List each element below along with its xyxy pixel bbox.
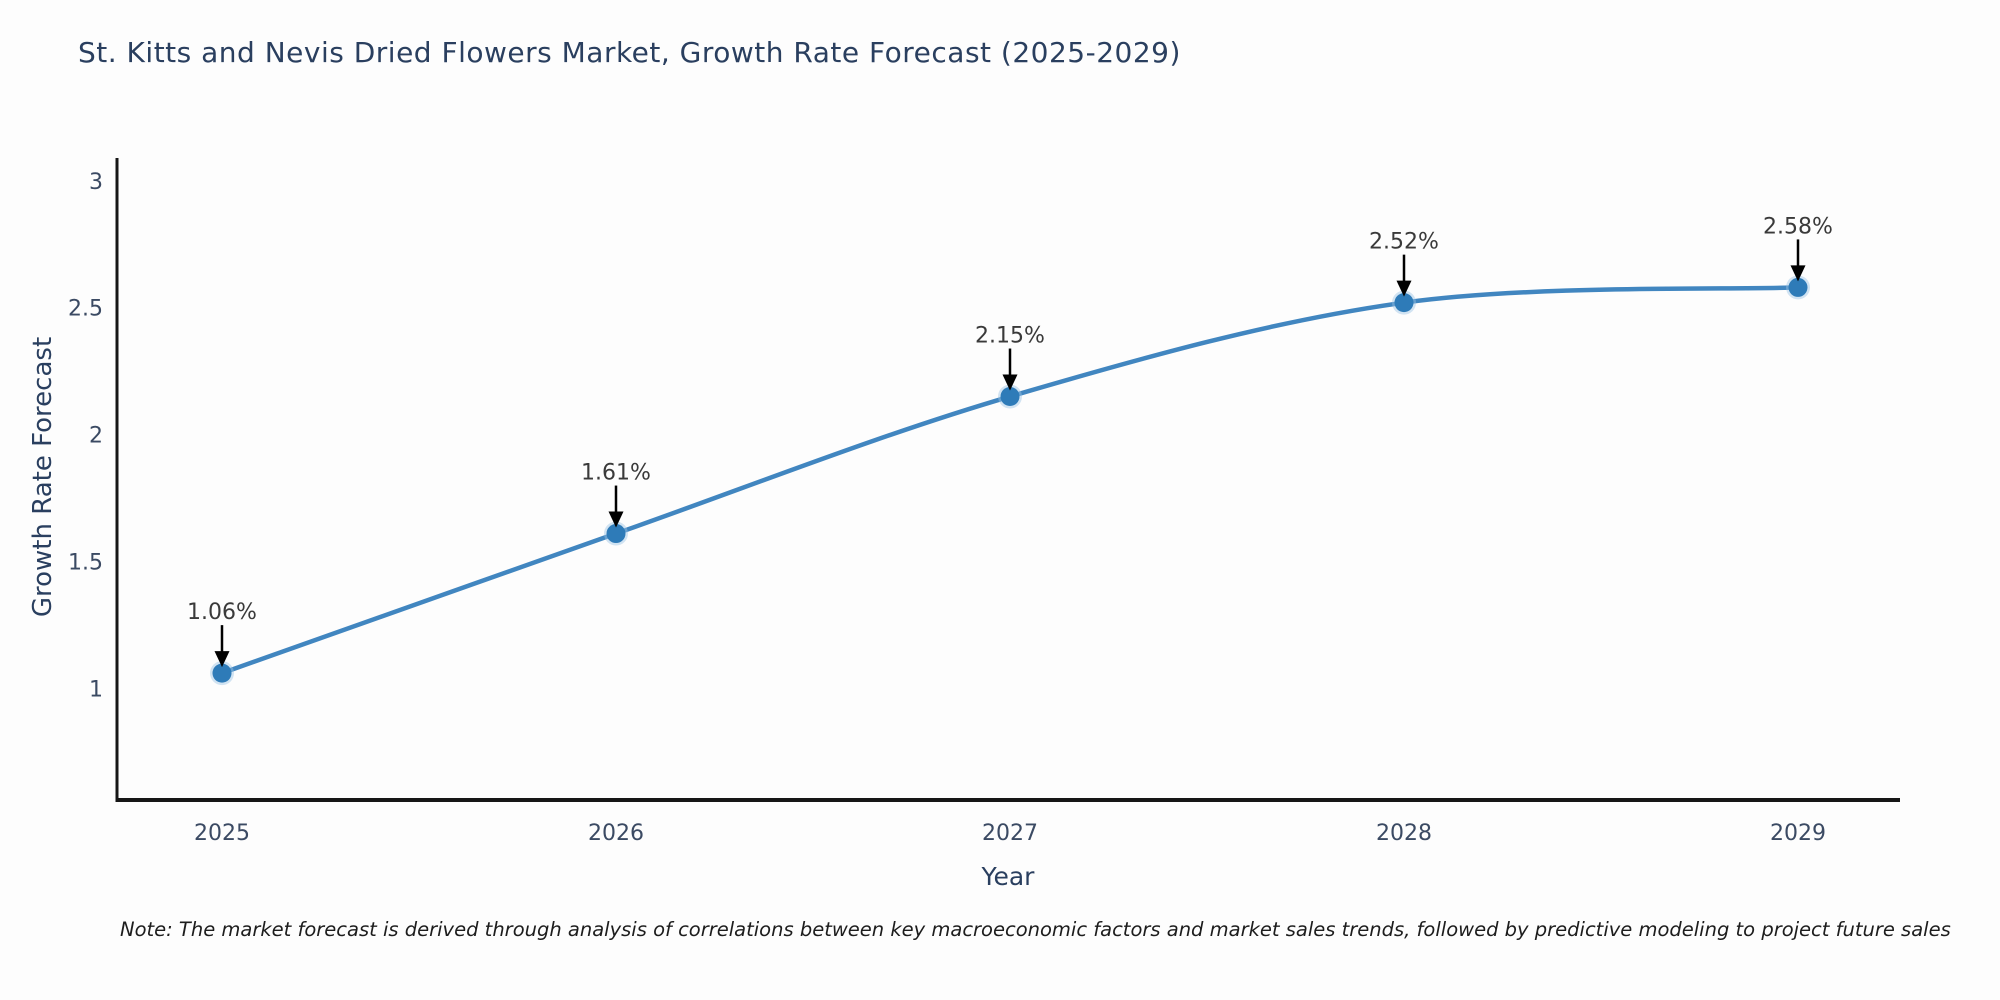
data-point-marker <box>1394 293 1414 313</box>
annotation-arrowhead <box>1002 374 1018 391</box>
data-point-label: 1.61% <box>581 461 651 486</box>
data-point-marker <box>1000 387 1020 407</box>
x-tick-label: 2029 <box>1770 821 1826 846</box>
x-axis-title: Year <box>981 862 1035 891</box>
footnote: Note: The market forecast is derived thr… <box>120 918 1951 941</box>
annotation-arrowhead <box>1790 265 1806 282</box>
data-point-label: 2.15% <box>975 324 1045 349</box>
x-tick-label: 2025 <box>194 821 250 846</box>
y-tick-label: 1 <box>89 677 103 702</box>
chart-title: St. Kitts and Nevis Dried Flowers Market… <box>78 36 1181 69</box>
annotation-arrowhead <box>608 511 624 528</box>
data-point-label: 1.06% <box>187 600 257 625</box>
annotation-arrowhead <box>1396 280 1412 297</box>
annotation-arrowhead <box>214 651 230 668</box>
y-tick-label: 1.5 <box>68 550 103 575</box>
x-tick-label: 2028 <box>1376 821 1432 846</box>
y-tick-label: 2 <box>89 424 103 449</box>
data-point-label: 2.58% <box>1763 214 1833 239</box>
y-tick-label: 2.5 <box>68 297 103 322</box>
data-point-marker <box>1788 277 1808 297</box>
x-tick-label: 2027 <box>982 821 1038 846</box>
x-tick-label: 2026 <box>588 821 644 846</box>
data-point-marker <box>212 663 232 683</box>
data-point-marker <box>606 524 626 544</box>
y-tick-label: 3 <box>89 170 103 195</box>
data-point-label: 2.52% <box>1369 230 1439 255</box>
